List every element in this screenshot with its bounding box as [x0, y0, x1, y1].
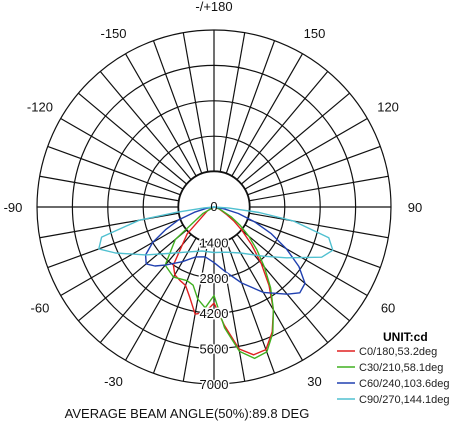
angle-label: -150: [100, 26, 126, 41]
radial-tick-label: 5600: [200, 342, 229, 357]
angle-label: -60: [31, 301, 50, 316]
radial-tick-label: 2800: [200, 271, 229, 286]
grid-spoke: [152, 240, 203, 374]
legend: UNIT:cd C0/180,53.2deg C30/210,58.1deg C60…: [337, 330, 450, 406]
center-label: 0: [210, 199, 217, 214]
grid-spoke: [47, 145, 181, 196]
angle-label: 150: [304, 26, 326, 41]
legend-label: C60/240,103.6deg: [359, 378, 450, 390]
grid-spoke: [60, 117, 184, 190]
legend-label: C30/210,58.1deg: [359, 362, 443, 374]
grid-spoke: [152, 40, 203, 174]
grid-spoke: [249, 212, 389, 239]
grid-spoke: [219, 242, 246, 382]
grid-spoke: [124, 53, 197, 177]
grid-spoke: [60, 224, 184, 297]
grid-spoke: [244, 117, 368, 190]
grid-spoke: [236, 234, 329, 343]
angle-label: -90: [4, 200, 23, 215]
grid-spoke: [241, 92, 350, 185]
grid-spoke: [219, 32, 246, 172]
series-line-3: [98, 206, 334, 259]
radial-tick-label: 4200: [200, 306, 229, 321]
series-line-1: [164, 206, 275, 360]
angle-label: -120: [27, 100, 53, 115]
legend-title: UNIT:cd: [383, 330, 428, 344]
grid-spoke: [247, 145, 381, 196]
grid-spoke: [78, 229, 187, 322]
angle-label: 90: [408, 200, 422, 215]
angle-label: -30: [104, 374, 123, 389]
series-lines: [98, 206, 334, 360]
legend-label: C90/270,144.1deg: [359, 394, 450, 406]
grid-spoke: [231, 53, 304, 177]
legend-label: C0/180,53.2deg: [359, 346, 437, 358]
grid-spoke: [249, 175, 389, 202]
series-line-2: [144, 206, 306, 295]
polar-grid: [36, 29, 392, 385]
radial-tick-label: 1400: [200, 235, 229, 250]
grid-spoke: [244, 224, 368, 297]
beam-angle-footer: AVERAGE BEAM ANGLE(50%):89.8 DEG: [65, 406, 310, 421]
radial-tick-label: 7000: [200, 377, 229, 392]
grid-spoke: [247, 218, 381, 269]
grid-spoke: [225, 40, 276, 174]
grid-spoke: [236, 71, 329, 180]
angle-label: 120: [377, 100, 399, 115]
angle-label: -/+180: [195, 0, 232, 14]
angle-labels: -/+180 -150 150 -120 120 -90 90 -60 60 -30 30: [4, 0, 423, 389]
grid-circle: [178, 171, 251, 244]
grid-spoke: [231, 237, 304, 361]
grid-spoke: [182, 242, 209, 382]
grid-spoke: [39, 175, 179, 202]
grid-spoke: [47, 218, 181, 269]
series-line-0: [172, 206, 275, 356]
grid-spoke: [241, 229, 350, 322]
grid-spoke: [124, 237, 197, 361]
radial-tick-labels: 1400 2800 4200 5600 7000: [198, 234, 230, 394]
grid-spoke: [78, 92, 187, 185]
grid-spoke: [99, 71, 192, 180]
angle-label: 60: [381, 301, 395, 316]
grid-spoke: [182, 32, 209, 172]
angle-label: 30: [307, 374, 321, 389]
